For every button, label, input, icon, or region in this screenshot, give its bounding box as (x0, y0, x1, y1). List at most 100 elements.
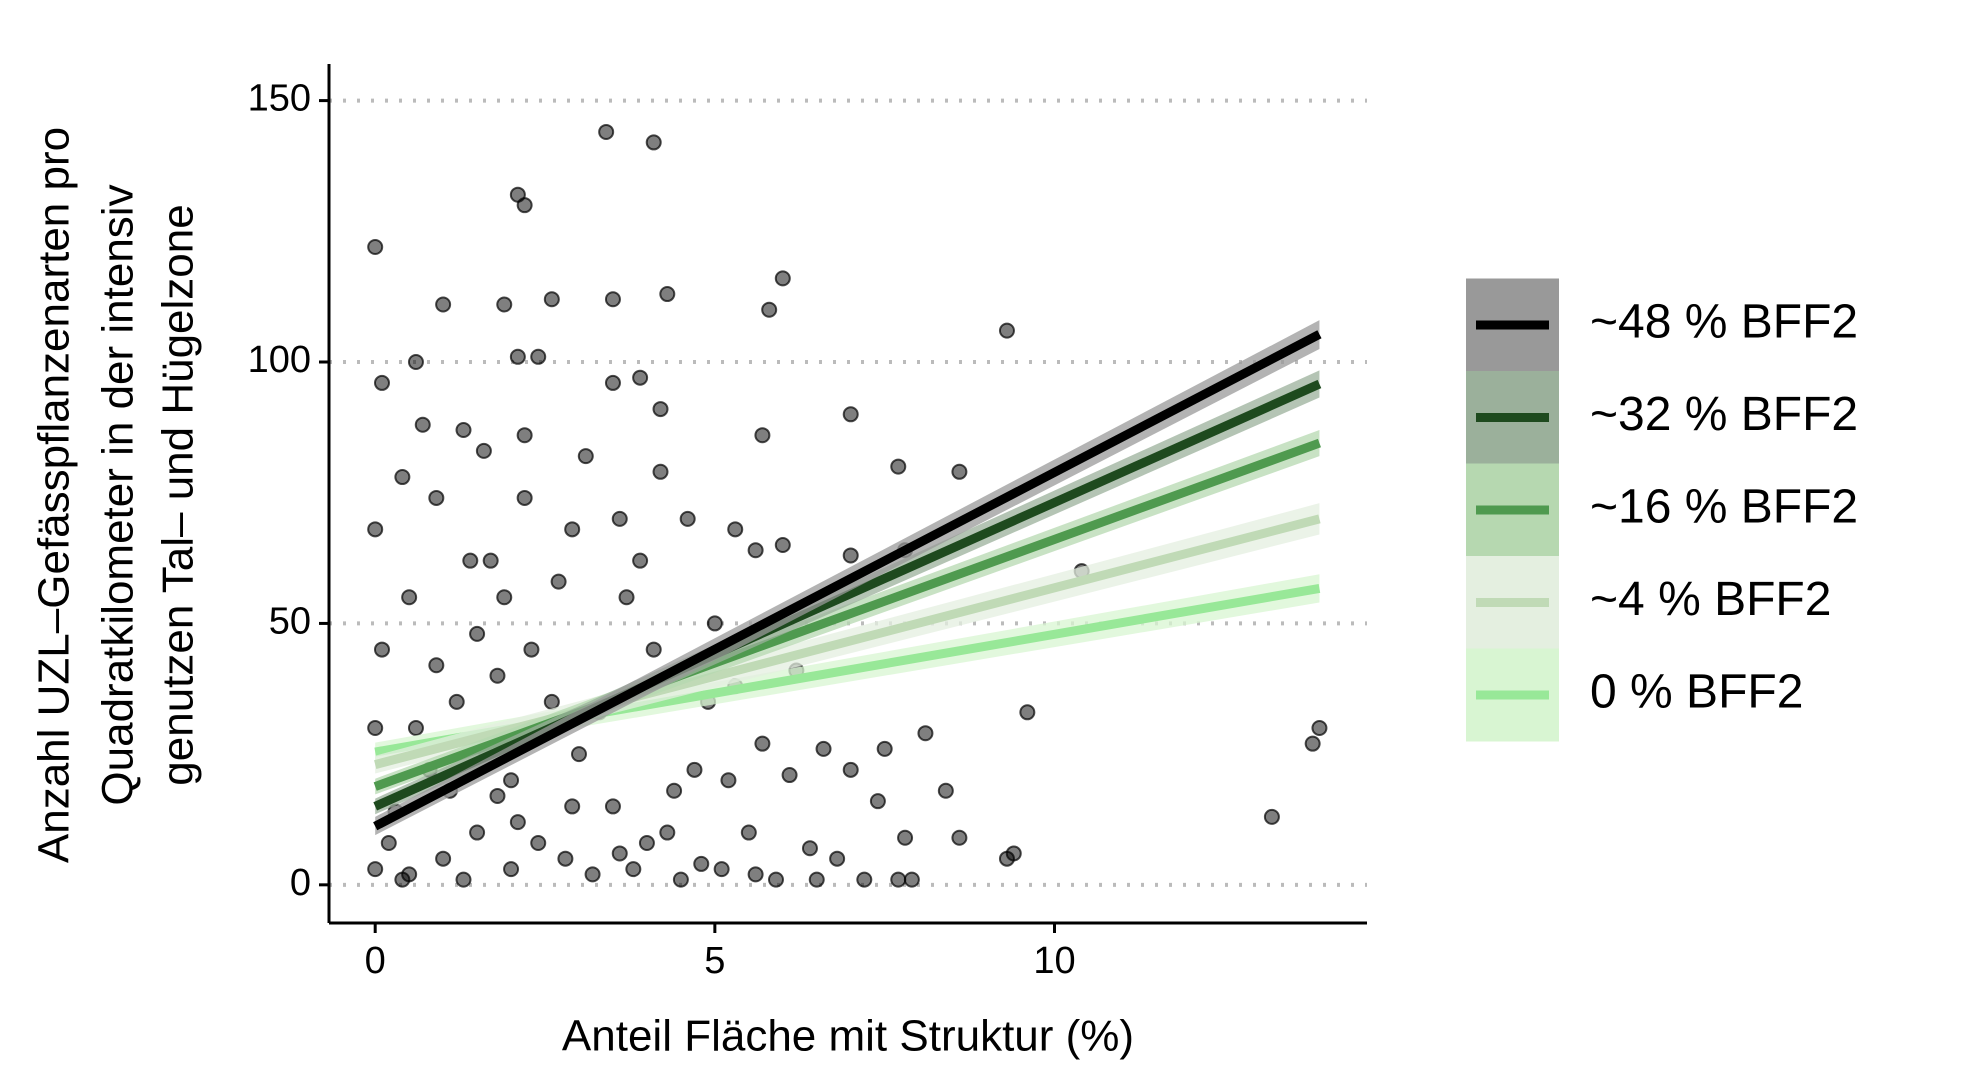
point (435, 850, 452, 867)
point (767, 871, 784, 888)
point (659, 824, 676, 841)
point (455, 421, 472, 438)
point (462, 552, 479, 569)
point (516, 489, 533, 506)
point (489, 787, 506, 804)
point (842, 547, 859, 564)
point (632, 369, 649, 386)
legend-label: ~4 % BFF2 (1590, 573, 1831, 626)
point (543, 693, 560, 710)
point (998, 322, 1015, 339)
point (645, 134, 662, 151)
point (598, 123, 615, 140)
point (951, 829, 968, 846)
point (747, 866, 764, 883)
point (713, 861, 730, 878)
point (604, 798, 621, 815)
legend-label: ~48 % BFF2 (1590, 296, 1858, 349)
point (679, 510, 696, 527)
point (604, 291, 621, 308)
point (666, 782, 683, 799)
point (761, 301, 778, 318)
point (890, 871, 907, 888)
point (1263, 808, 1280, 825)
point (448, 693, 465, 710)
y-tick-label: 50 (269, 600, 311, 642)
point (801, 840, 818, 857)
point (829, 850, 846, 867)
point (720, 772, 737, 789)
y-tick-label: 150 (248, 78, 311, 120)
y-axis-title: Anzahl UZL–Gefässpflanzenarten pro Quadr… (30, 127, 203, 863)
point (516, 197, 533, 214)
point (998, 850, 1015, 867)
x-tick-label: 10 (1033, 940, 1075, 982)
point (557, 850, 574, 867)
point (937, 782, 954, 799)
point (774, 536, 791, 553)
point (469, 824, 486, 841)
point (774, 270, 791, 287)
point (856, 871, 873, 888)
point (503, 861, 520, 878)
legend-label: ~32 % BFF2 (1590, 388, 1858, 441)
point (672, 871, 689, 888)
y-axis-title-line: genutzen Tal– und Hügelzone (154, 204, 203, 785)
point (570, 746, 587, 763)
y-axis-title-line: Quadratkilometer in der intensiv (94, 184, 143, 805)
point (842, 406, 859, 423)
point (496, 589, 513, 606)
point (917, 725, 934, 742)
point (394, 469, 411, 486)
point (706, 615, 723, 632)
point (503, 772, 520, 789)
point (645, 641, 662, 658)
x-tick-label: 5 (704, 940, 725, 982)
point (530, 348, 547, 365)
point (407, 719, 424, 736)
point (394, 871, 411, 888)
point (611, 510, 628, 527)
legend-label: 0 % BFF2 (1590, 666, 1803, 719)
point (509, 348, 526, 365)
point (367, 521, 384, 538)
regression-line (373, 330, 1322, 831)
legend-label: ~16 % BFF2 (1590, 481, 1858, 534)
point (611, 845, 628, 862)
point (530, 835, 547, 852)
point (435, 296, 452, 313)
point (890, 458, 907, 475)
point (367, 238, 384, 255)
point (869, 793, 886, 810)
point (842, 761, 859, 778)
point (652, 401, 669, 418)
point (455, 871, 472, 888)
point (808, 871, 825, 888)
point (693, 855, 710, 872)
point (781, 767, 798, 784)
point (516, 427, 533, 444)
point (482, 552, 499, 569)
x-axis-title: Anteil Fläche mit Struktur (%) (562, 1012, 1134, 1061)
point (428, 489, 445, 506)
points (367, 123, 1328, 888)
point (638, 835, 655, 852)
point (618, 589, 635, 606)
point (1311, 719, 1328, 736)
point (754, 427, 771, 444)
point (1304, 735, 1321, 752)
point (632, 552, 649, 569)
point (509, 814, 526, 831)
point (625, 861, 642, 878)
point (876, 740, 893, 757)
point (903, 871, 920, 888)
point (747, 542, 764, 559)
point (604, 374, 621, 391)
point (475, 442, 492, 459)
point (584, 866, 601, 883)
point (577, 448, 594, 465)
point (401, 589, 418, 606)
point (373, 374, 390, 391)
point (686, 761, 703, 778)
point (652, 463, 669, 480)
